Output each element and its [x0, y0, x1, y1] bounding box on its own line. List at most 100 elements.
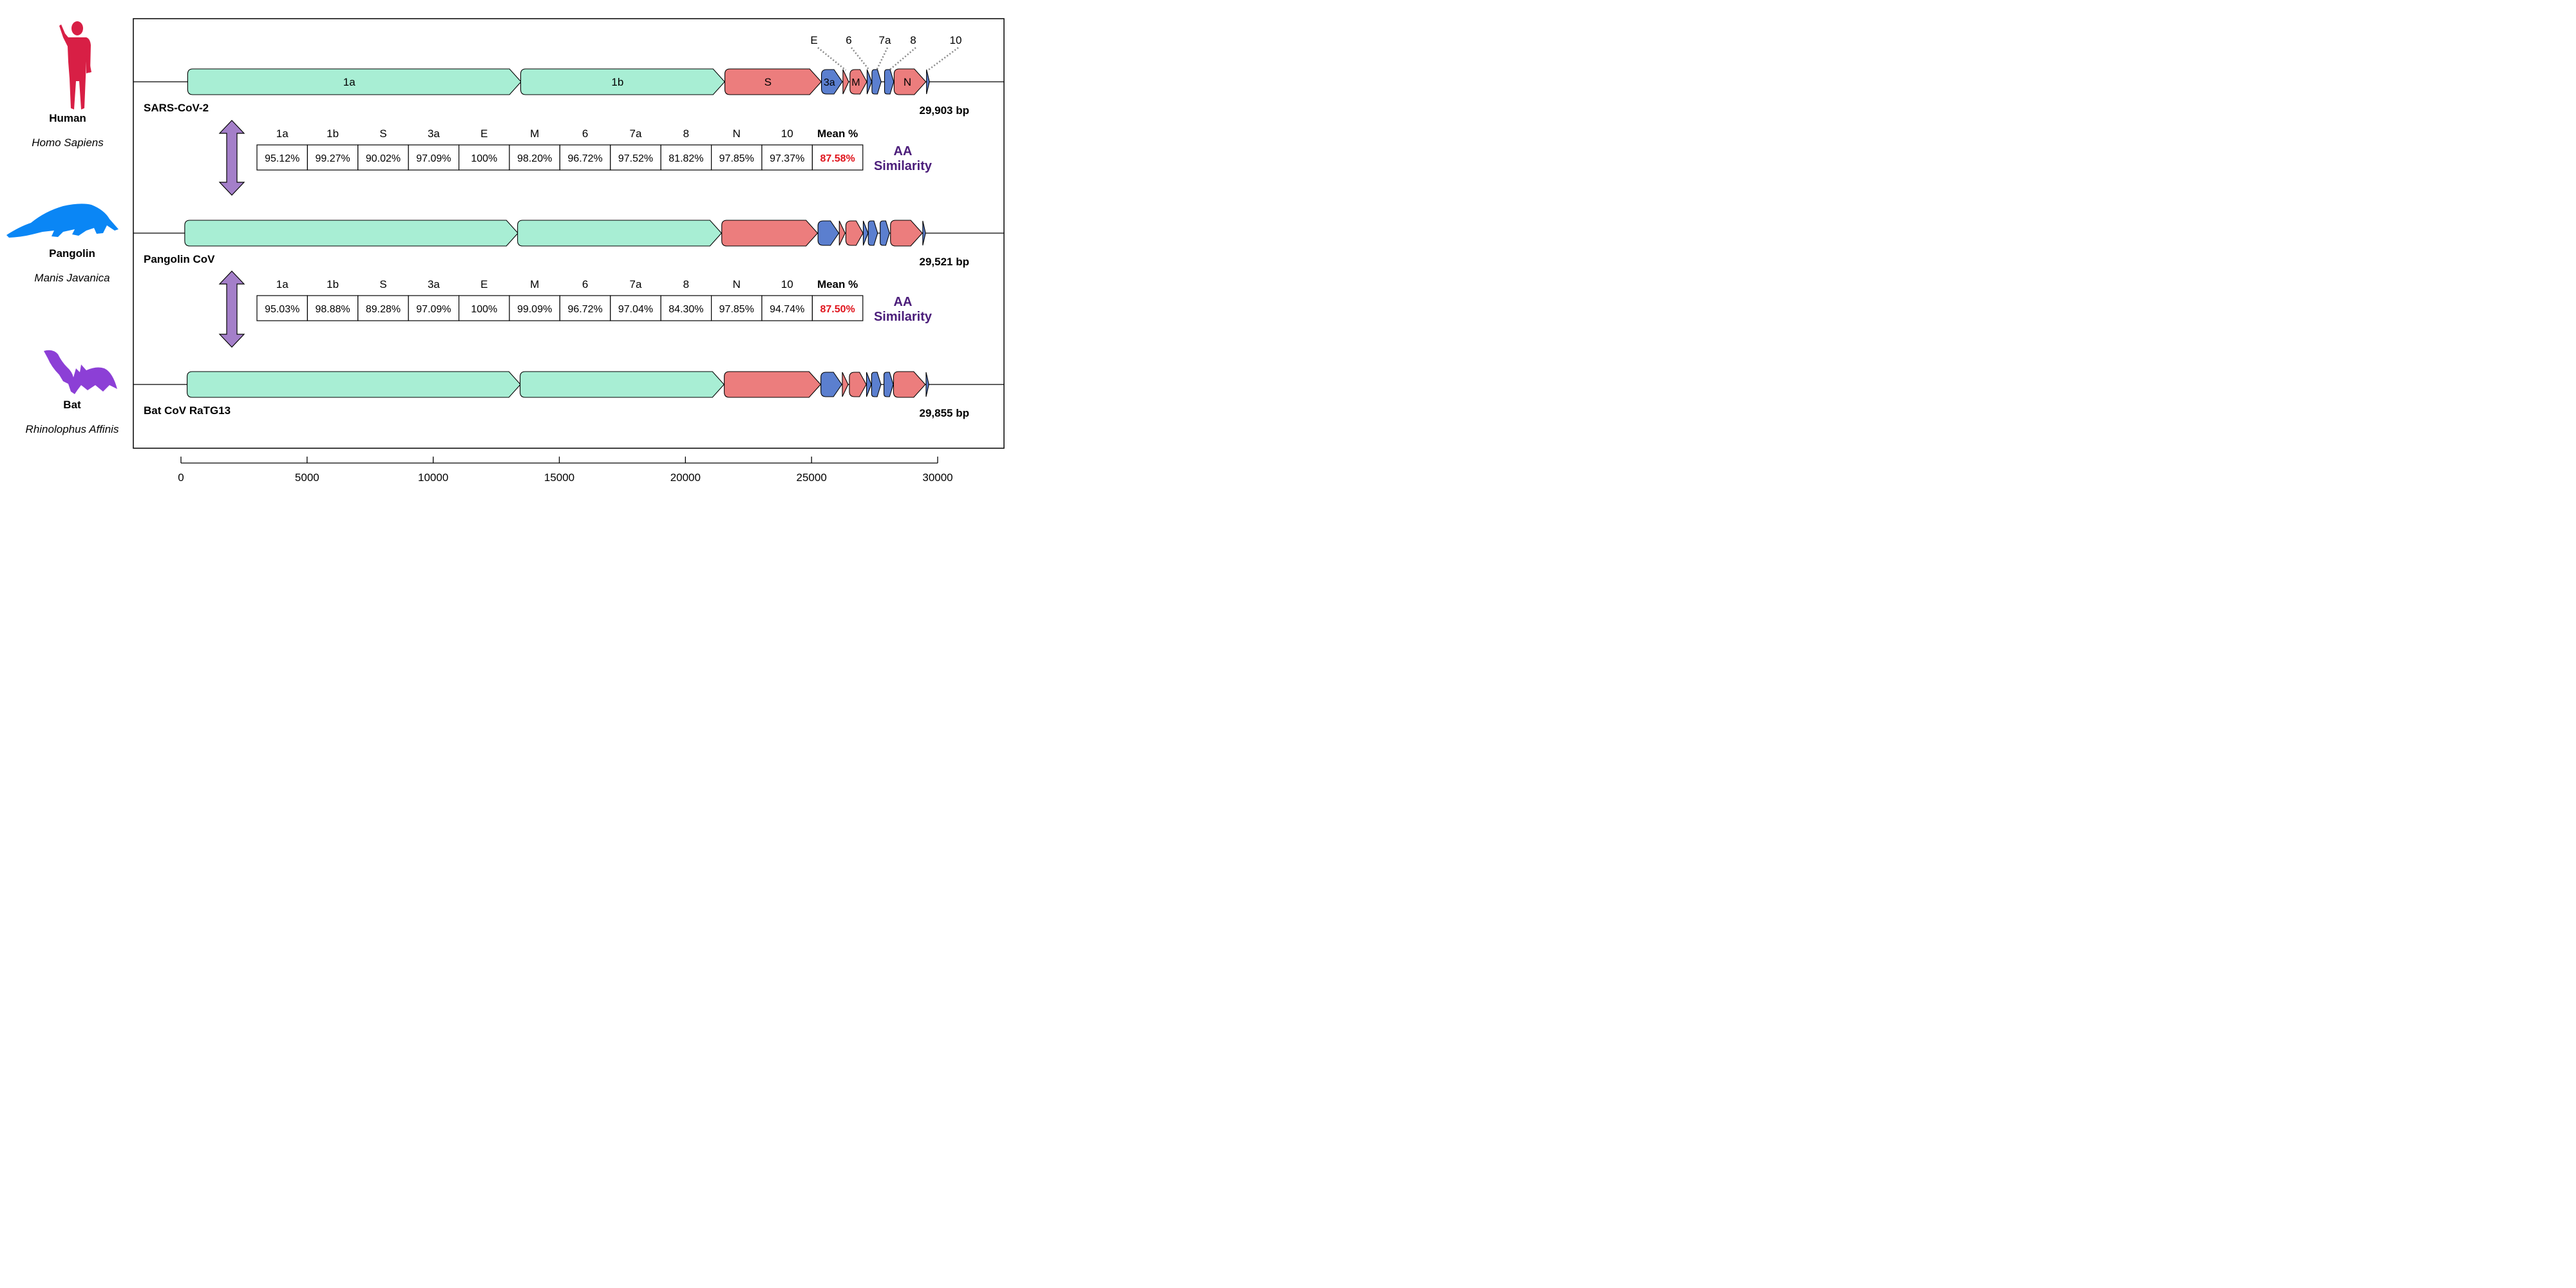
x-axis: 0 5000 10000 15000 20000 25000 30000: [178, 457, 953, 484]
gene-arrow: [721, 220, 819, 247]
gene-callout-label: 7a: [879, 34, 891, 46]
table-cell-box: [660, 144, 712, 171]
table-header-cell: M: [530, 128, 539, 140]
genome-length-label: 29,521 bp: [920, 256, 970, 268]
table-header-cell: S: [379, 128, 386, 140]
table-value-cell: 90.02%: [366, 153, 401, 164]
table-value-cell: 97.85%: [719, 304, 754, 315]
x-axis-tick-label: 20000: [670, 471, 701, 484]
gene-arrow: [925, 372, 929, 397]
table-header-cell: 10: [781, 278, 793, 290]
table-header-cell: 1a: [276, 128, 289, 140]
table-value-cell: 100%: [471, 304, 497, 315]
table-header-cell: 1b: [327, 128, 339, 140]
table-value-cell: 97.09%: [416, 304, 451, 315]
similarity-tables: 1a 1b S 3a E M 6 7a 8 N 10 Mean % 95.12% 99.27% 90.02%…: [256, 128, 933, 324]
table-cell-box: [256, 144, 308, 171]
gene-arrow: [838, 220, 846, 246]
species-common-name: Bat: [63, 399, 81, 411]
table-cell-box: [307, 295, 359, 321]
similarity-table: 1a 1b S 3a E M 6 7a 8 N 10 Mean % 95.03% 98.88% 89.28%…: [256, 278, 933, 324]
gene-callout-label: 6: [846, 34, 851, 46]
table-header-cell: Mean %: [817, 128, 858, 140]
x-axis-tick-label: 0: [178, 471, 184, 484]
table-value-cell: 97.09%: [416, 153, 451, 164]
x-axis-tick-label: 10000: [418, 471, 448, 484]
gene-callout-label: 8: [910, 34, 916, 46]
gene-arrow: [884, 69, 895, 95]
table-cell-box: [811, 144, 864, 171]
gene-arrow: [862, 220, 869, 246]
genome-tracks: 1a 1b S 3a M N SARS-CoV-2 29,903 bp E 6 7a 8 10 Pango…: [133, 34, 1004, 419]
table-header-cell: 1a: [276, 278, 289, 290]
table-cell-box: [357, 144, 409, 171]
gene-arrow: [845, 220, 864, 246]
table-header-cell: 3a: [428, 128, 440, 140]
genome-track: Bat CoV RaTG13 29,855 bp: [133, 371, 1004, 419]
gene-callout-line: [817, 47, 847, 71]
species-common-name: Pangolin: [49, 247, 95, 260]
gene-arrow: [724, 68, 822, 95]
gene-arrow: [866, 69, 873, 95]
table-cell-box: [710, 144, 762, 171]
similarity-table: 1a 1b S 3a E M 6 7a 8 N 10 Mean % 95.12% 99.27% 90.02%…: [256, 128, 933, 173]
gene-arrow: [187, 68, 522, 95]
table-header-cell: 8: [683, 278, 689, 290]
table-header-cell: Mean %: [817, 278, 858, 290]
table-value-cell: 97.37%: [770, 153, 804, 164]
gene-arrow: [184, 220, 519, 247]
table-value-cell: 97.52%: [618, 153, 653, 164]
table-cell-box: [811, 295, 864, 321]
table-header-cell: 6: [582, 278, 588, 290]
gene-arrow: [817, 220, 840, 246]
table-cell-box: [458, 295, 510, 321]
gene-callout-line: [927, 46, 959, 71]
gene-arrow: [842, 69, 849, 95]
table-header-cell: 3a: [428, 278, 440, 290]
genome-comparison-figure: Human Homo Sapiens Pangolin Manis Javani…: [0, 0, 1010, 505]
gene-arrow: [187, 371, 521, 398]
gene-arrow: [922, 220, 926, 246]
table-value-cell: 81.82%: [668, 153, 703, 164]
table-value-cell: 99.27%: [315, 153, 350, 164]
table-header-cell: E: [480, 128, 488, 140]
table-cell-box: [509, 295, 561, 321]
bat-silhouette-icon: [44, 350, 117, 394]
table-value-cell: 95.03%: [265, 304, 299, 315]
gene-arrow: [926, 69, 930, 95]
table-header-cell: S: [379, 278, 386, 290]
genome-length-label: 29,903 bp: [920, 104, 970, 117]
table-value-cell: 89.28%: [366, 304, 401, 315]
gene-label: 1a: [343, 76, 355, 88]
genome-track: Pangolin CoV 29,521 bp: [133, 220, 1004, 268]
human-silhouette-icon: [59, 21, 91, 109]
gene-arrow: [867, 220, 878, 246]
gene-callout-line: [851, 47, 871, 71]
table-cell-box: [307, 144, 359, 171]
table-value-cell: 98.20%: [517, 153, 552, 164]
table-header-cell: 7a: [630, 278, 642, 290]
gene-label: S: [764, 76, 772, 88]
gene-arrow: [842, 372, 849, 397]
gene-label: 1b: [611, 76, 623, 88]
species-latin-name: Manis Javanica: [34, 272, 110, 284]
genome-name: Pangolin CoV: [144, 253, 215, 265]
table-value-cell: 99.09%: [517, 304, 552, 315]
species-latin-name: Homo Sapiens: [32, 137, 104, 149]
species-latin-name: Rhinolophus Affinis: [25, 423, 119, 435]
table-cell-box: [559, 144, 611, 171]
x-axis-tick-label: 30000: [922, 471, 952, 484]
table-header-cell: 1b: [327, 278, 339, 290]
table-header-cell: E: [480, 278, 488, 290]
table-cell-box: [710, 295, 762, 321]
table-cell-box: [408, 144, 460, 171]
gene-arrow: [820, 372, 842, 397]
species-label-human: Human Homo Sapiens: [3, 112, 132, 149]
genome-name: SARS-CoV-2: [144, 102, 209, 114]
gene-arrow: [724, 371, 822, 398]
gene-arrow: [871, 69, 882, 95]
table-cell-box: [357, 295, 409, 321]
table-header-cell: 6: [582, 128, 588, 140]
gene-arrow: [517, 220, 723, 247]
table-header-cell: 8: [683, 128, 689, 140]
